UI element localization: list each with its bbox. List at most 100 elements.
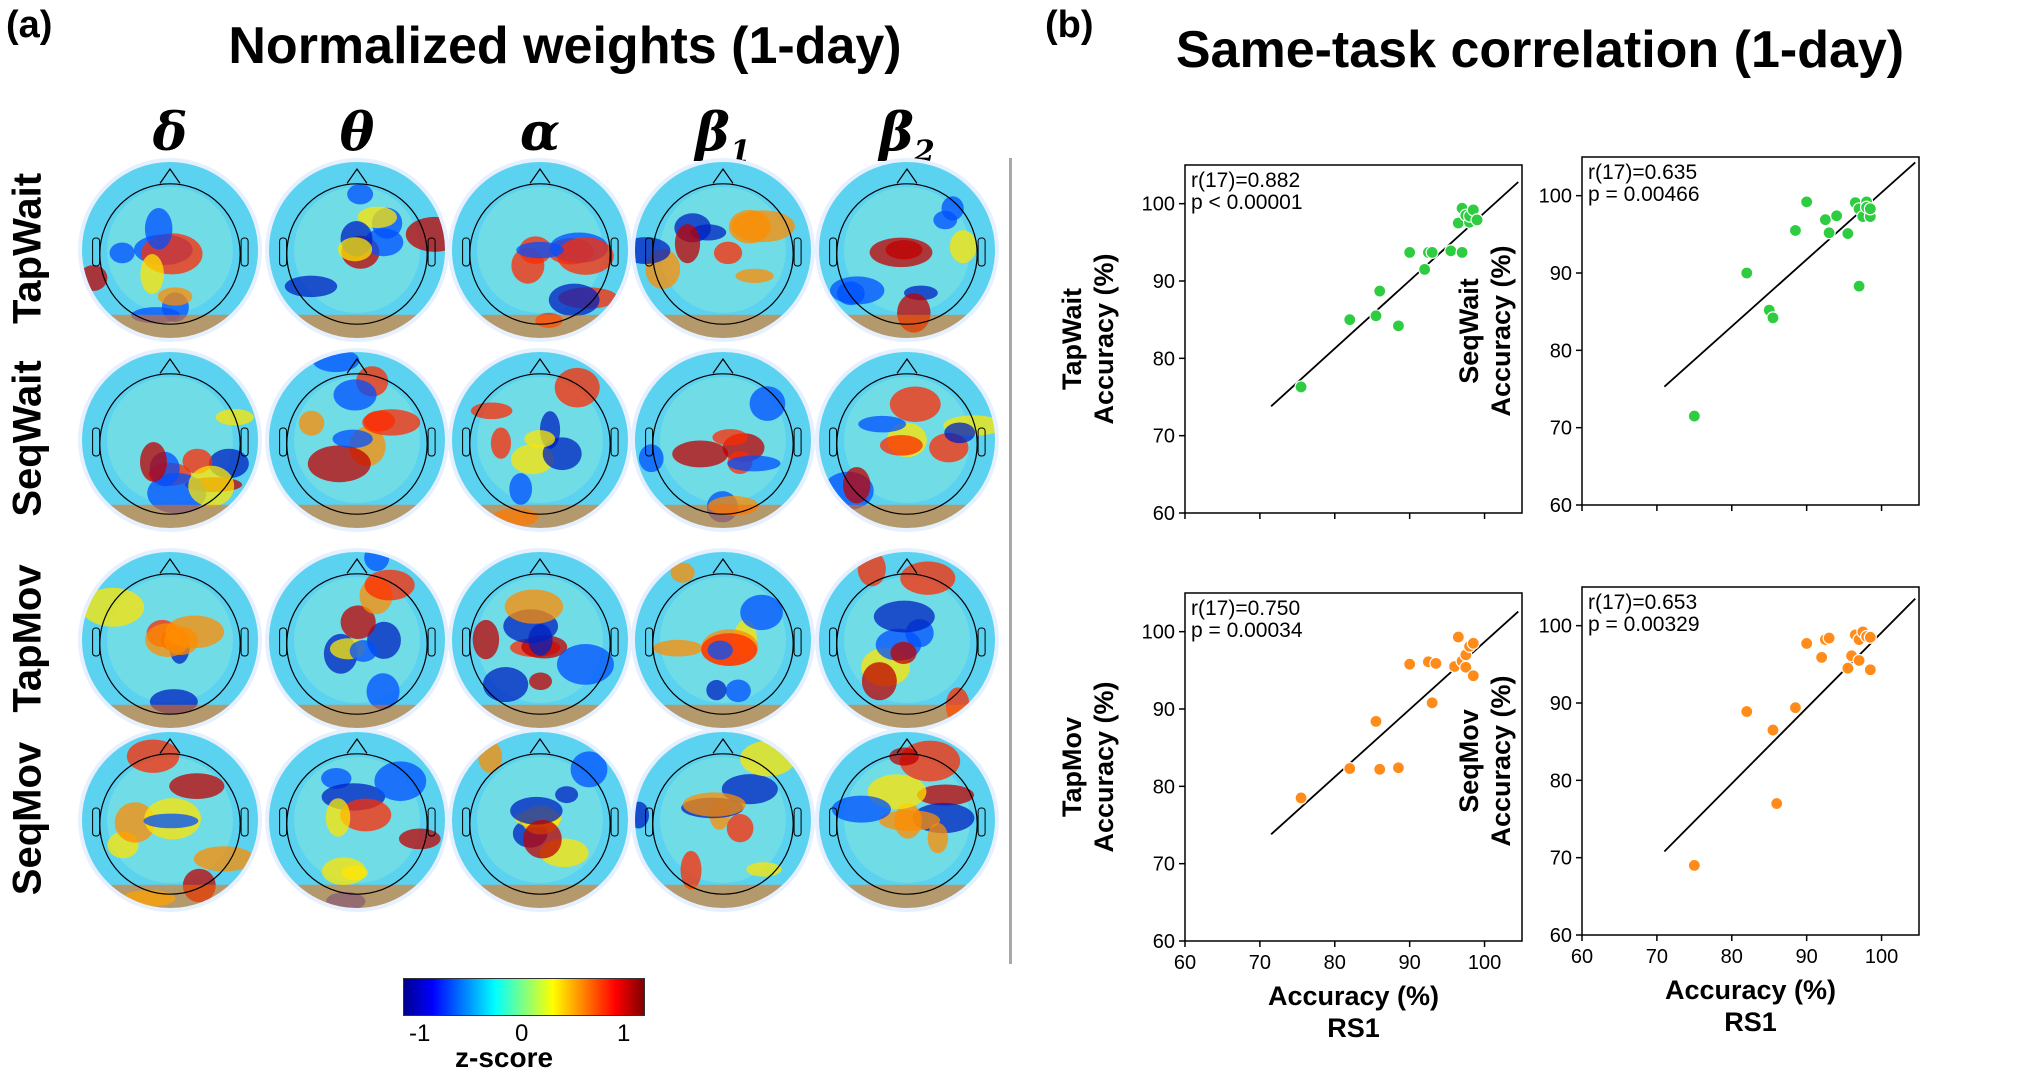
y-tick-label: 60 <box>1153 503 1175 525</box>
data-point <box>1863 630 1877 644</box>
ear-outline <box>610 237 619 267</box>
y-tick-label: 90 <box>1153 699 1175 721</box>
ear-outline <box>645 807 654 837</box>
ear-outline <box>610 427 619 457</box>
y-tick-label: 90 <box>1550 263 1572 285</box>
data-point <box>1788 223 1803 238</box>
data-point <box>1687 858 1701 873</box>
nose-outline <box>712 737 734 754</box>
topomap-tapmov-1 <box>267 550 447 730</box>
band-header-2: α <box>519 102 560 163</box>
data-point <box>1800 636 1814 651</box>
data-point <box>1369 714 1383 728</box>
data-point <box>1740 704 1754 719</box>
topomap-seqmov-4 <box>817 730 997 910</box>
data-point <box>1343 313 1357 327</box>
panel-divider <box>1009 158 1012 964</box>
y-axis-task-label: TapWait <box>1057 288 1087 390</box>
plot-frame <box>1184 164 1523 514</box>
nose-outline <box>896 167 918 184</box>
topomap-seqwait-1 <box>267 350 447 530</box>
data-point <box>1403 657 1417 671</box>
nose-outline <box>529 167 551 184</box>
fit-line <box>1663 597 1916 853</box>
y-tick-label: 90 <box>1550 693 1572 715</box>
y-axis-task-label: TapMov <box>1057 717 1087 817</box>
panel-a-title: Normalized weights (1-day) <box>228 17 902 75</box>
data-point <box>1852 653 1866 668</box>
data-point <box>1822 226 1836 240</box>
data-point <box>1852 279 1866 293</box>
topomap-tapwait-2 <box>450 160 630 340</box>
topomap-seqwait-3 <box>633 350 813 530</box>
y-tick-label: 60 <box>1550 925 1572 947</box>
stat-annotation: p = 0.00466 <box>1588 183 1700 206</box>
ear-outline <box>793 807 802 837</box>
data-point <box>1451 630 1465 644</box>
x-tick-label: 80 <box>1324 952 1346 974</box>
y-axis-label: Accuracy (%) <box>1486 675 1516 846</box>
nose-outline <box>712 357 734 374</box>
x-axis-label: Accuracy (%) <box>1665 975 1836 1005</box>
topomap-seqwait-2 <box>450 350 630 530</box>
data-point <box>1429 656 1443 670</box>
panel-a-letter: (a) <box>6 4 53 46</box>
data-point <box>1815 650 1829 664</box>
topomap-tapmov-0 <box>80 550 260 730</box>
ear-outline <box>829 807 838 837</box>
data-point <box>1687 409 1701 423</box>
ear-outline <box>92 627 101 657</box>
nose-outline <box>346 167 368 184</box>
nose-outline <box>529 737 551 754</box>
ear-outline <box>279 427 288 457</box>
data-point <box>1841 661 1855 675</box>
panel-b-title: Same-task correlation (1-day) <box>1175 21 1905 79</box>
y-tick-label: 60 <box>1550 495 1572 517</box>
data-point <box>1343 761 1357 776</box>
x-tick-label: 90 <box>1399 952 1421 974</box>
ear-outline <box>279 807 288 837</box>
y-axis-label: Accuracy (%) <box>1089 681 1119 852</box>
topomap-seqmov-2 <box>450 730 630 910</box>
data-point <box>1766 723 1780 737</box>
nose-outline <box>159 167 181 184</box>
plot-frame <box>1581 156 1920 506</box>
ear-outline <box>427 627 436 657</box>
plot-frame <box>1581 586 1920 936</box>
y-tick-label: 80 <box>1153 348 1175 370</box>
ear-outline <box>427 807 436 837</box>
ear-outline <box>829 237 838 267</box>
nose-outline <box>712 167 734 184</box>
y-tick-label: 80 <box>1153 776 1175 798</box>
ear-outline <box>92 237 101 267</box>
ear-outline <box>645 427 654 457</box>
ear-outline <box>427 427 436 457</box>
colorbar-gradient <box>403 978 645 1016</box>
stat-annotation: r(17)=0.635 <box>1588 161 1697 184</box>
data-point <box>1369 309 1383 323</box>
panel-b-letter: (b) <box>1045 4 1094 46</box>
colorbar <box>403 978 645 1016</box>
fit-line <box>1663 161 1916 388</box>
data-point <box>1822 631 1836 645</box>
data-point <box>1740 266 1754 280</box>
x-tick-label: 90 <box>1796 946 1818 968</box>
y-tick-label: 70 <box>1153 854 1175 876</box>
nose-outline <box>346 357 368 374</box>
band-header-4: β2 <box>879 102 935 170</box>
ear-outline <box>977 237 986 267</box>
y-tick-label: 100 <box>1142 622 1175 644</box>
x-tick-label: 100 <box>1865 946 1898 968</box>
data-point <box>1391 319 1406 333</box>
nose-outline <box>159 557 181 574</box>
nose-outline <box>712 557 734 574</box>
ear-outline <box>240 627 249 657</box>
topomap-tapmov-4 <box>817 550 997 730</box>
data-point <box>1444 244 1458 258</box>
data-point <box>1766 311 1780 325</box>
ear-outline <box>462 627 471 657</box>
